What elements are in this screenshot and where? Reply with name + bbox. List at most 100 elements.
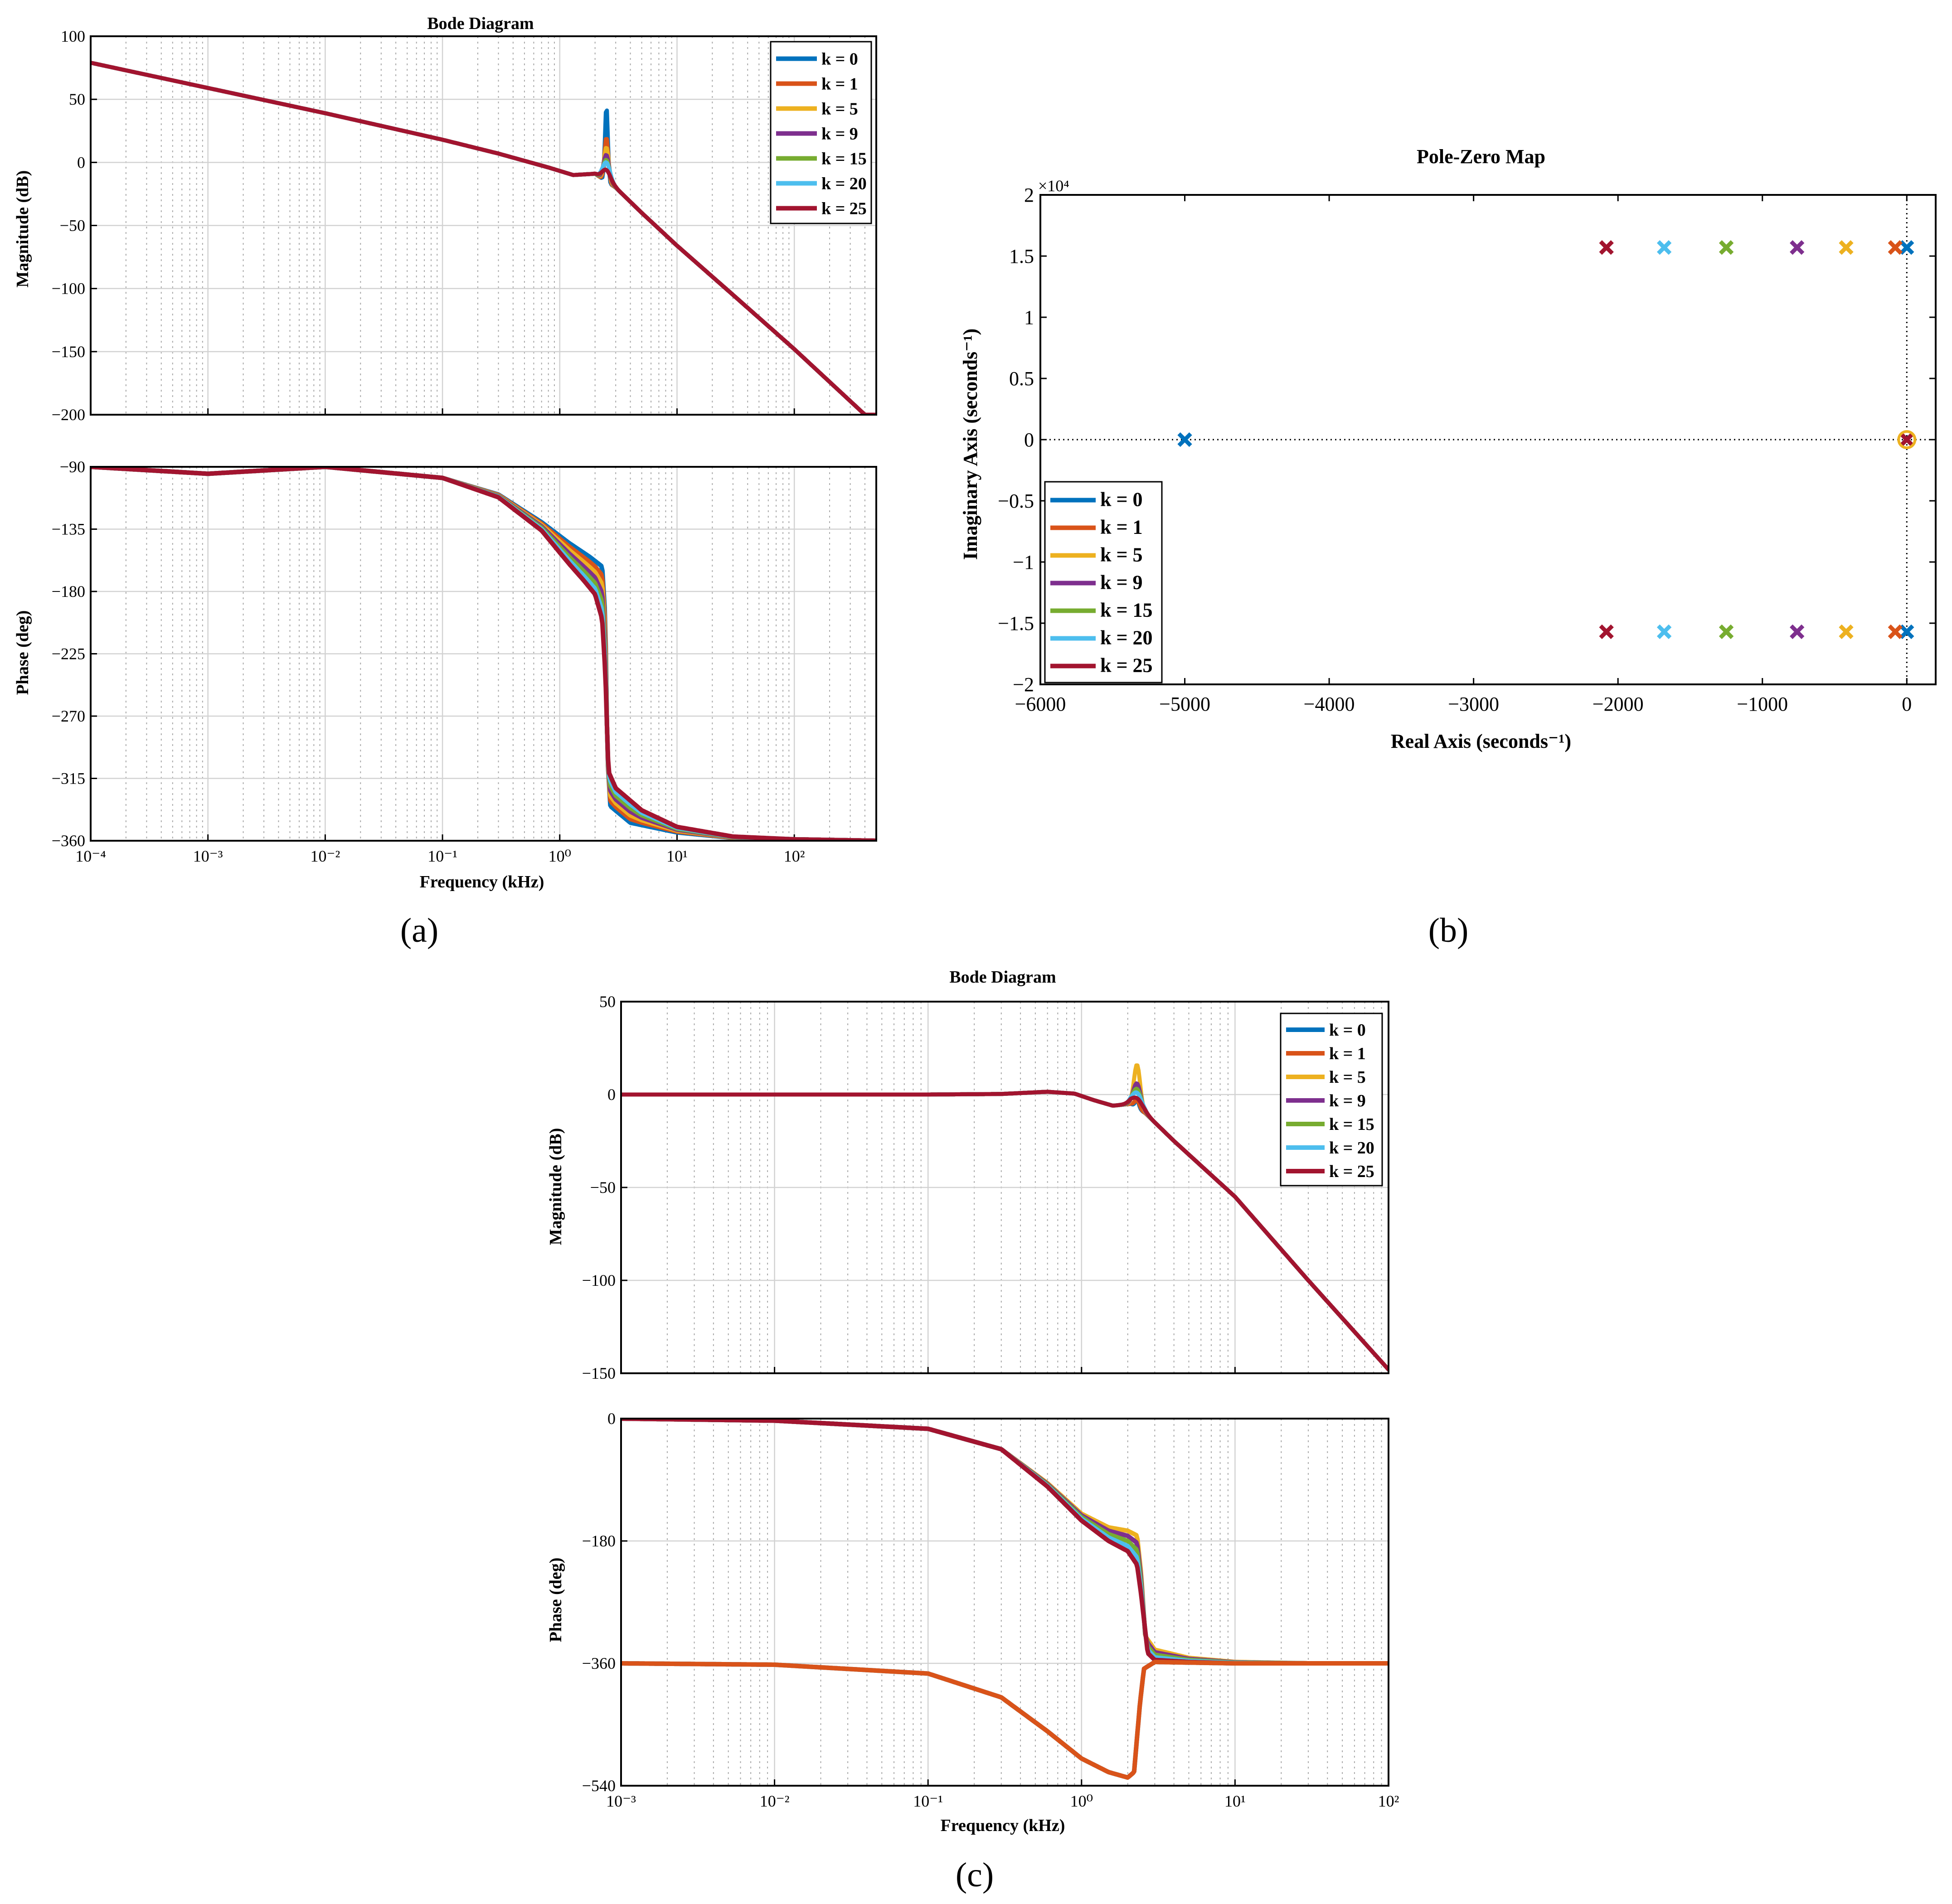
panel-c-title: Bode Diagram (949, 968, 1056, 987)
panel-b-x-tick-label: −1000 (1737, 693, 1788, 715)
panel-b-pole-marker-k20 (1656, 240, 1672, 255)
panel-b-y-tick-label: −1.5 (998, 612, 1034, 635)
panel-b-legend-label: k = 15 (1100, 599, 1153, 621)
panel-b-y-tick-label: 1 (1024, 306, 1034, 329)
panel-c-phase-ylabel: Phase (deg) (546, 1558, 565, 1642)
panel-a-magnitude-ylabel: Magnitude (dB) (13, 170, 32, 288)
panel-b-x-tick-label: −3000 (1448, 693, 1499, 715)
panel-a-legend-label: k = 20 (821, 174, 867, 194)
panel-b-pole-marker-k25 (1899, 432, 1914, 447)
panel-a-phase-ylabel: Phase (deg) (13, 610, 32, 695)
panel-c-phase-y-tick-label: −540 (582, 1777, 616, 1795)
panel-a-legend-label: k = 1 (821, 75, 858, 94)
panel-b-pole-marker-k0 (1899, 240, 1914, 255)
panel-c-label: (c) (956, 1856, 994, 1894)
panel-b-pole-marker-k15 (1719, 624, 1734, 640)
panel-b-pole-marker-k25 (1599, 240, 1614, 255)
panel-c-magnitude-series-k=9 (621, 1081, 1389, 1372)
panel-a-magnitude-y-tick-label: 0 (77, 153, 85, 171)
panel-b-ylabel: Imaginary Axis (seconds⁻¹) (959, 329, 981, 560)
panel-a-phase-x-tick-label: 10⁻⁴ (75, 847, 106, 865)
panel-a-magnitude-y-tick-label: −150 (52, 343, 85, 361)
panel-b-title: Pole-Zero Map (1417, 145, 1545, 168)
panel-c-phase-x-tick-label: 10⁻³ (606, 1792, 636, 1810)
panel-a-phase-x-tick-label: 10⁻¹ (427, 847, 457, 865)
panel-b-label: (b) (1428, 911, 1469, 950)
panel-a-legend-label: k = 9 (821, 125, 858, 144)
panel-c-phase-y-tick-label: −360 (582, 1654, 616, 1672)
panel-b-pole-marker-k0 (1177, 432, 1192, 447)
panel-b-xlabel: Real Axis (seconds⁻¹) (1391, 730, 1571, 752)
panel-a-phase-y-tick-label: −360 (52, 832, 85, 850)
panel-c-phase-x-tick-label: 10⁻² (760, 1792, 790, 1810)
panel-b-y-tick-label: 0.5 (1009, 368, 1034, 390)
panel-b-y-tick-label: −1 (1013, 551, 1034, 573)
panel-c-magnitude-axes-frame (620, 1001, 1389, 1374)
panel-c-magnitude-y-tick-label: 50 (599, 993, 616, 1011)
panel-a-phase-plot: 10⁻⁴ 10⁻³ 10⁻² 10⁻¹ 10⁰ 10¹ 10² −90 −135 −180 −225… (52, 458, 877, 865)
panel-a-phase-y-tick-label: −180 (52, 582, 85, 601)
panel-a-phase-y-tick-label: −90 (60, 458, 85, 476)
panel-c-phase-plot: 10⁻³ 10⁻² 10⁻¹ 10⁰ 10¹ 10² 0 −180 −360 −540 (582, 1410, 1399, 1810)
panel-c-legend-label: k = 5 (1329, 1068, 1366, 1087)
panel-b-pole-marker-k1 (1888, 240, 1903, 255)
panel-a-magnitude-series-k=9 (91, 60, 876, 415)
panel-b-legend-label: k = 5 (1100, 544, 1143, 566)
panel-b-x-tick-label: −4000 (1304, 693, 1355, 715)
panel-b-pole-marker-k9 (1790, 624, 1805, 640)
panel-b-zero-marker (1897, 430, 1917, 449)
panel-a-magnitude-series-k=5 (91, 60, 876, 415)
panel-c-phase-series-group (621, 1419, 1389, 1780)
panel-a-magnitude-axes-frame (90, 35, 877, 416)
panel-a-magnitude-series-k=15 (91, 60, 876, 415)
panel-a-bode: Bode Diagram 100 50 0 −50 −100 −150 −200 k = 0 k… (13, 14, 877, 950)
panel-c-phase-series-k=1 (621, 1660, 1389, 1780)
panel-c-magnitude-y-tick-label: −150 (582, 1364, 616, 1382)
panel-c-phase-y-tick-label: −180 (582, 1532, 616, 1550)
panel-c-legend-label: k = 9 (1329, 1091, 1366, 1110)
panel-c-legend-label: k = 15 (1329, 1115, 1374, 1134)
panel-b-legend-label: k = 20 (1100, 627, 1153, 649)
panel-b-legend-label: k = 1 (1100, 516, 1143, 538)
panel-c-phase-x-tick-label: 10⁻¹ (913, 1792, 943, 1810)
panel-b-y-tick-label: −0.5 (998, 490, 1034, 512)
panel-b-pole-marker-k15 (1719, 240, 1734, 255)
panel-c-xlabel: Frequency (kHz) (941, 1816, 1065, 1835)
panel-b-legend-label: k = 25 (1100, 654, 1153, 677)
panel-c-bode: Bode Diagram 50 0 −50 −100 −150 k = 0 k = 1 k =… (546, 968, 1399, 1894)
panel-a-magnitude-series-k=20 (91, 60, 876, 415)
panel-a-legend-label: k = 5 (821, 100, 858, 119)
panel-b-pole-marker-k5 (1839, 624, 1854, 640)
panel-c-magnitude-series-group (621, 1063, 1389, 1372)
panel-c-phase-x-tick-label: 10¹ (1224, 1792, 1246, 1810)
panel-b-pole-marker-k20 (1656, 624, 1672, 640)
panel-a-phase-axes-frame (90, 466, 877, 842)
panel-b-y-tick-label: −2 (1013, 673, 1034, 696)
panel-c-legend-label: k = 0 (1329, 1021, 1366, 1040)
panel-a-phase-x-tick-label: 10⁰ (549, 847, 571, 865)
panel-a-magnitude-y-tick-label: 50 (69, 90, 85, 108)
panel-a-phase-y-tick-label: −315 (52, 770, 85, 788)
panel-c-phase-series-k=0 (621, 1660, 1389, 1780)
panel-b-pole-marker-k25 (1599, 624, 1614, 640)
panel-c-magnitude-series-k=1 (621, 1090, 1389, 1372)
panel-a-magnitude-series-k=0 (91, 60, 876, 415)
panel-b-y-tick-label: 0 (1024, 429, 1034, 451)
panel-a-magnitude-y-tick-label: −50 (60, 217, 85, 235)
panel-c-magnitude-series-k=20 (621, 1090, 1389, 1372)
panel-c-legend-box (1280, 1013, 1383, 1187)
panel-c-magnitude-plot: 50 0 −50 −100 −150 k = 0 k = 1 k = 5 k = 9 k = 15… (582, 993, 1389, 1382)
panel-a-phase-x-tick-label: 10¹ (666, 847, 688, 865)
panel-b-pole-zero: Pole-Zero Map ×10⁴ −6000 −5000 −4000 −3000−… (959, 145, 1937, 950)
panel-b-legend-label: k = 9 (1100, 572, 1143, 594)
panel-b-legend-label: k = 0 (1100, 489, 1143, 511)
panel-c-phase-y-tick-label: 0 (607, 1410, 616, 1428)
panel-a-magnitude-plot: 100 50 0 −50 −100 −150 −200 k = 0 k = 1 k = 5 k = … (52, 27, 877, 424)
panel-b-pole-marker-k1 (1888, 624, 1903, 640)
panel-b-y-tick-label: 1.5 (1009, 245, 1034, 267)
panel-c-magnitude-y-tick-label: 0 (607, 1085, 616, 1104)
panel-a-phase-x-tick-label: 10⁻² (310, 847, 340, 865)
panel-a-legend-label: k = 15 (821, 150, 867, 169)
panel-b-x-tick-label: 0 (1902, 693, 1912, 715)
